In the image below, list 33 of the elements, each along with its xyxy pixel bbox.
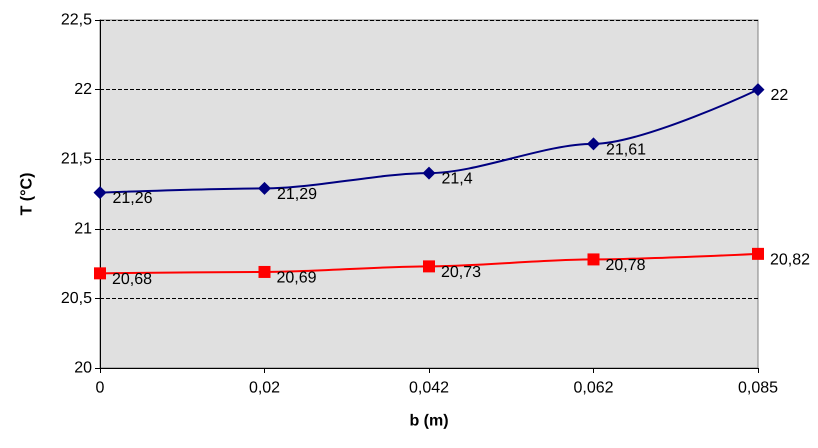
data-label: 21,61 <box>606 141 646 158</box>
point <box>752 248 764 260</box>
data-label: 21,4 <box>442 170 473 188</box>
data-label: 21,26 <box>112 190 153 208</box>
x-tick-label: 0,02 <box>248 380 280 396</box>
y-tick-label: 21 <box>74 220 92 238</box>
x-tick-label: 0 <box>96 380 105 396</box>
point <box>588 253 600 266</box>
y-tick-label: 22,5 <box>60 12 92 28</box>
data-label: 20,69 <box>276 269 317 286</box>
point <box>94 186 106 200</box>
point <box>752 83 764 96</box>
point <box>422 166 436 180</box>
data-label: 22 <box>770 87 788 104</box>
x-axis-title: b (m) <box>409 412 449 430</box>
data-label: 20,73 <box>441 264 482 281</box>
data-label: 20,68 <box>112 270 152 288</box>
y-tick-label: 20 <box>74 360 92 376</box>
point <box>258 266 270 278</box>
x-tick-label: 0,062 <box>573 380 614 396</box>
point <box>258 182 271 195</box>
y-axis-title: T (°C) <box>18 172 36 216</box>
point <box>94 267 106 280</box>
x-tick-label: 0,085 <box>738 380 778 396</box>
data-label: 20,78 <box>606 256 646 274</box>
data-label: 21,29 <box>277 186 318 203</box>
y-tick-label: 20,5 <box>60 290 92 307</box>
point <box>423 260 435 272</box>
point <box>587 137 600 150</box>
y-tick-label: 22 <box>74 81 92 98</box>
data-label: 20,82 <box>770 251 810 268</box>
y-tick-label: 21,5 <box>60 150 92 168</box>
x-tick-label: 0,042 <box>408 380 450 396</box>
